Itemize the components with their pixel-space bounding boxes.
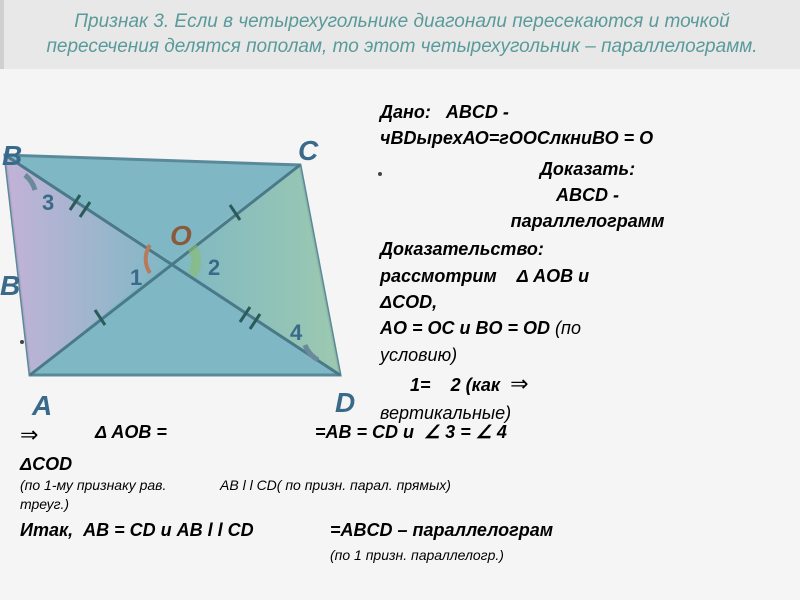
angle-2: 2 (208, 255, 220, 281)
aob-eq: Δ AOB = (95, 422, 167, 442)
proof-line2: рассмотрим Δ AOB и (380, 264, 795, 288)
dot-2 (20, 340, 24, 344)
implies-arrow-icon: ⇒ (20, 422, 38, 447)
ab-cd: =AB = CD и (315, 422, 414, 442)
prove-line2: ABCD - (380, 183, 795, 207)
center-O: O (170, 220, 192, 252)
reason1: (по 1-му признаку рав. треуг.) (20, 476, 210, 514)
theorem-header: Признак 3. Если в четырехугольнике диаго… (0, 0, 800, 69)
prove-line3: параллелограмм (380, 209, 795, 233)
parallelogram-svg (0, 135, 370, 435)
proof-line6: 1= 2 (как ⇒ (380, 369, 795, 399)
proof-line4: AO = OC и BO = OD (по (380, 316, 795, 340)
itak: Итак, (20, 520, 73, 540)
geometry-diagram: B C A D O 1 2 3 4 (0, 135, 370, 395)
angle-3: 3 (42, 190, 54, 216)
vertex-A: A (32, 390, 52, 422)
reason2: АВ l l СD( по призн. парал. прямых) (220, 476, 451, 514)
conclusion: =АBCD – параллелограм (330, 520, 553, 540)
proof-line: Доказательство: (380, 237, 795, 261)
bottom-text: ⇒ Δ AOB = =AB = CD и ∠ 3 = ∠ 4 ΔCOD (по … (20, 420, 795, 566)
vertex-C: C (298, 135, 318, 167)
angle-1: 1 (130, 265, 142, 291)
vertex-B-outer: B (2, 140, 22, 172)
header-part1: Признак 3. (74, 11, 169, 32)
given-line2: чВDырехАО=гООСлкниВО = О (380, 126, 795, 150)
cod: ΔCOD (20, 454, 72, 474)
proof-line5: условию) (380, 343, 795, 367)
vertex-D: D (335, 387, 355, 419)
double-arrow-icon: ⇒ (510, 371, 528, 396)
proof-text: Дано: ABCD - чВDырехАО=гООСлкниВО = О До… (380, 100, 795, 427)
proof-line3: ΔCOD, (380, 290, 795, 314)
conclusion-reason: (по 1 призн. параллелогр.) (330, 547, 504, 563)
given-line: Дано: ABCD - (380, 100, 795, 124)
angle-4: 4 (290, 320, 302, 346)
vertex-B: B (0, 270, 20, 302)
prove-line: Доказать: (380, 157, 795, 181)
